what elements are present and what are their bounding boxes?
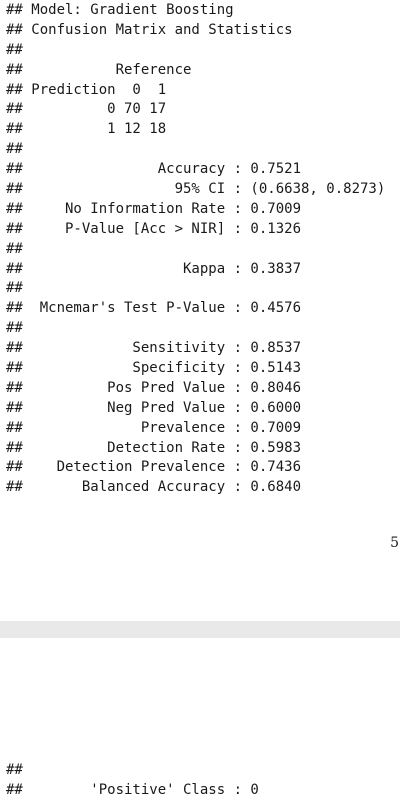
stat-kappa: ## Kappa : 0.3837 — [6, 260, 302, 277]
output-line-blank: ## — [6, 320, 23, 337]
stat-no-information-rate: ## No Information Rate : 0.7009 — [6, 200, 302, 217]
stat-detection-prevalence: ## Detection Prevalence : 0.7436 — [6, 459, 302, 476]
confusion-matrix-row-0: ## 0 70 17 — [6, 101, 167, 118]
stat-neg-pred-value: ## Neg Pred Value : 0.6000 — [6, 399, 302, 416]
confusion-matrix-row-1: ## 1 12 18 — [6, 121, 167, 138]
page-number: 5 — [390, 535, 399, 551]
stat-p-value-acc-nir: ## P-Value [Acc > NIR] : 0.1326 — [6, 220, 302, 237]
page-break-gap — [0, 621, 400, 638]
document-page-top: ## Model: Gradient Boosting ## Confusion … — [6, 1, 399, 551]
stat-positive-class: ## 'Positive' Class : 0 — [6, 781, 259, 798]
output-line-blank: ## — [6, 141, 23, 158]
stat-balanced-accuracy: ## Balanced Accuracy : 0.6840 — [6, 479, 302, 496]
stat-sensitivity: ## Sensitivity : 0.8537 — [6, 340, 302, 357]
stat-prevalence: ## Prevalence : 0.7009 — [6, 419, 302, 436]
r-console-output: ## Model: Gradient Boosting ## Confusion … — [6, 1, 385, 498]
output-line-blank: ## — [6, 762, 23, 778]
stat-pos-pred-value: ## Pos Pred Value : 0.8046 — [6, 379, 302, 396]
output-line-reference-header: ## Reference — [6, 61, 192, 78]
output-line-prediction-header: ## Prediction 0 1 — [6, 81, 167, 98]
stat-mcnemar-p-value: ## Mcnemar's Test P-Value : 0.4576 — [6, 300, 302, 317]
output-line-model: ## Model: Gradient Boosting — [6, 2, 234, 18]
stat-accuracy: ## Accuracy : 0.7521 — [6, 161, 302, 178]
stat-detection-rate: ## Detection Rate : 0.5983 — [6, 439, 302, 456]
output-line-blank: ## — [6, 280, 23, 297]
output-line-blank: ## — [6, 41, 23, 58]
stat-specificity: ## Specificity : 0.5143 — [6, 360, 302, 377]
r-console-output-continued: ## ## 'Positive' Class : 0 — [6, 761, 259, 801]
document-page-bottom: ## ## 'Positive' Class : 0 — [0, 638, 400, 799]
output-line-blank: ## — [6, 240, 23, 257]
output-line-heading: ## Confusion Matrix and Statistics — [6, 21, 293, 38]
stat-95-ci: ## 95% CI : (0.6638, 0.8273) — [6, 181, 386, 198]
